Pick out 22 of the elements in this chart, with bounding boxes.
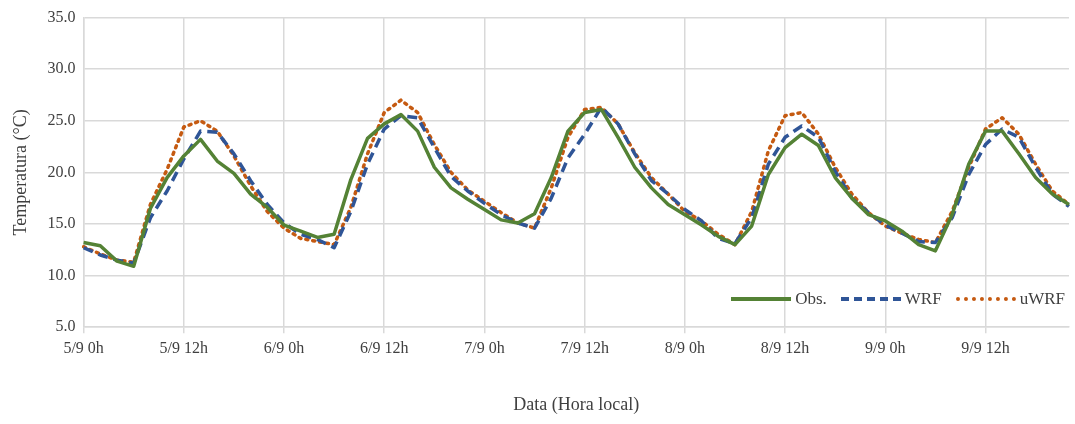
x-tick-label: 8/9 12h — [760, 339, 810, 356]
y-tick-label: 5.0 — [55, 317, 76, 335]
y-tick-label: 30.0 — [47, 59, 76, 77]
x-tick-label: 7/9 0h — [464, 339, 505, 356]
legend-label: Obs. — [795, 289, 827, 310]
y-tick-label: 35.0 — [47, 7, 76, 25]
x-tick-label: 8/9 0h — [664, 339, 706, 356]
x-axis-title: Data (Hora local) — [513, 393, 640, 415]
y-axis-title: Temperatura (°C) — [9, 109, 31, 236]
x-tick-label: 5/9 0h — [63, 339, 104, 356]
x-tick-label: 6/9 12h — [360, 339, 409, 356]
x-tick-label: 9/9 0h — [865, 339, 906, 356]
x-tick-label: 9/9 12h — [961, 339, 1010, 356]
y-tick-label: 25.0 — [47, 111, 76, 128]
y-tick-label: 10.0 — [47, 265, 76, 283]
x-tick-label: 6/9 0h — [263, 339, 305, 356]
x-tick-label: 5/9 12h — [159, 339, 209, 356]
x-tick-label: 7/9 12h — [560, 339, 609, 356]
y-tick-label: 20.0 — [47, 162, 76, 180]
y-tick-label: 15.0 — [47, 214, 76, 232]
legend-label: uWRF — [1019, 289, 1065, 310]
legend-label: WRF — [904, 289, 942, 310]
